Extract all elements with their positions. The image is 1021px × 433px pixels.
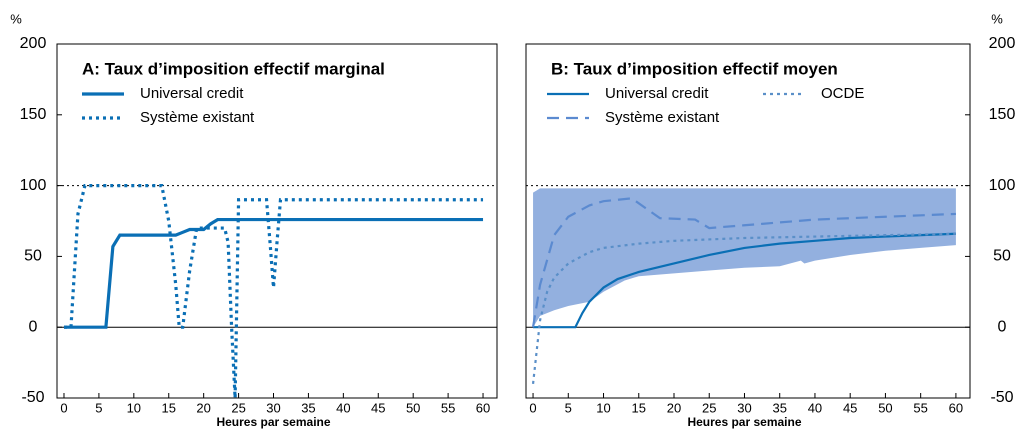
legend-label: Universal credit — [605, 85, 709, 102]
x-tick-label: 55 — [913, 400, 927, 415]
series-line — [531, 232, 956, 384]
x-tick-label: 45 — [843, 400, 857, 415]
y-axis-label: % — [991, 11, 1003, 26]
legend-label: OCDE — [821, 85, 864, 102]
panel-title: A: Taux d’imposition effectif marginal — [82, 59, 385, 78]
series-line — [533, 232, 956, 329]
x-tick-label: 25 — [231, 400, 245, 415]
y-tick-label: 50 — [993, 248, 1011, 265]
series-line — [63, 217, 484, 329]
y-tick-label: 0 — [29, 318, 38, 335]
plot-frame — [56, 43, 498, 399]
y-tick-label: 200 — [20, 35, 47, 52]
x-axis-label: Heures par semaine — [687, 415, 801, 429]
legend-label: Système existant — [140, 109, 255, 126]
y-tick-label: 100 — [20, 177, 47, 194]
panel-title: B: Taux d’imposition effectif moyen — [551, 59, 838, 78]
x-tick-label: 15 — [162, 400, 176, 415]
x-tick-label: 5 — [95, 400, 102, 415]
x-tick-label: 15 — [632, 400, 646, 415]
y-tick-label: 150 — [20, 106, 47, 123]
x-axis-label: Heures par semaine — [216, 415, 330, 429]
series-line — [531, 197, 956, 328]
x-tick-label: 30 — [266, 400, 280, 415]
x-tick-label: 45 — [371, 400, 385, 415]
y-tick-label: 0 — [998, 318, 1007, 335]
plot-frame — [525, 43, 971, 399]
x-tick-label: 60 — [476, 400, 490, 415]
x-tick-label: 5 — [565, 400, 572, 415]
x-tick-label: 10 — [127, 400, 141, 415]
series-line — [63, 184, 484, 399]
x-tick-label: 0 — [529, 400, 536, 415]
y-tick-label: 200 — [989, 35, 1016, 52]
range-band — [533, 188, 956, 328]
y-axis-label: % — [10, 11, 22, 26]
x-tick-label: 50 — [878, 400, 892, 415]
x-tick-label: 55 — [441, 400, 455, 415]
x-tick-label: 20 — [196, 400, 210, 415]
y-tick-label: -50 — [990, 389, 1013, 406]
legend-label: Universal credit — [140, 85, 244, 102]
x-tick-label: 20 — [667, 400, 681, 415]
y-tick-label: 50 — [24, 248, 42, 265]
x-tick-label: 50 — [406, 400, 420, 415]
x-tick-label: 10 — [596, 400, 610, 415]
x-tick-label: 0 — [60, 400, 67, 415]
x-tick-label: 30 — [737, 400, 751, 415]
x-tick-label: 35 — [772, 400, 786, 415]
x-tick-label: 40 — [336, 400, 350, 415]
x-tick-label: 40 — [808, 400, 822, 415]
x-tick-label: 35 — [301, 400, 315, 415]
legend-label: Système existant — [605, 109, 720, 126]
x-tick-label: 25 — [702, 400, 716, 415]
x-tick-label: 60 — [949, 400, 963, 415]
y-tick-label: 150 — [989, 106, 1016, 123]
y-tick-label: 100 — [989, 177, 1016, 194]
y-tick-label: -50 — [21, 389, 44, 406]
